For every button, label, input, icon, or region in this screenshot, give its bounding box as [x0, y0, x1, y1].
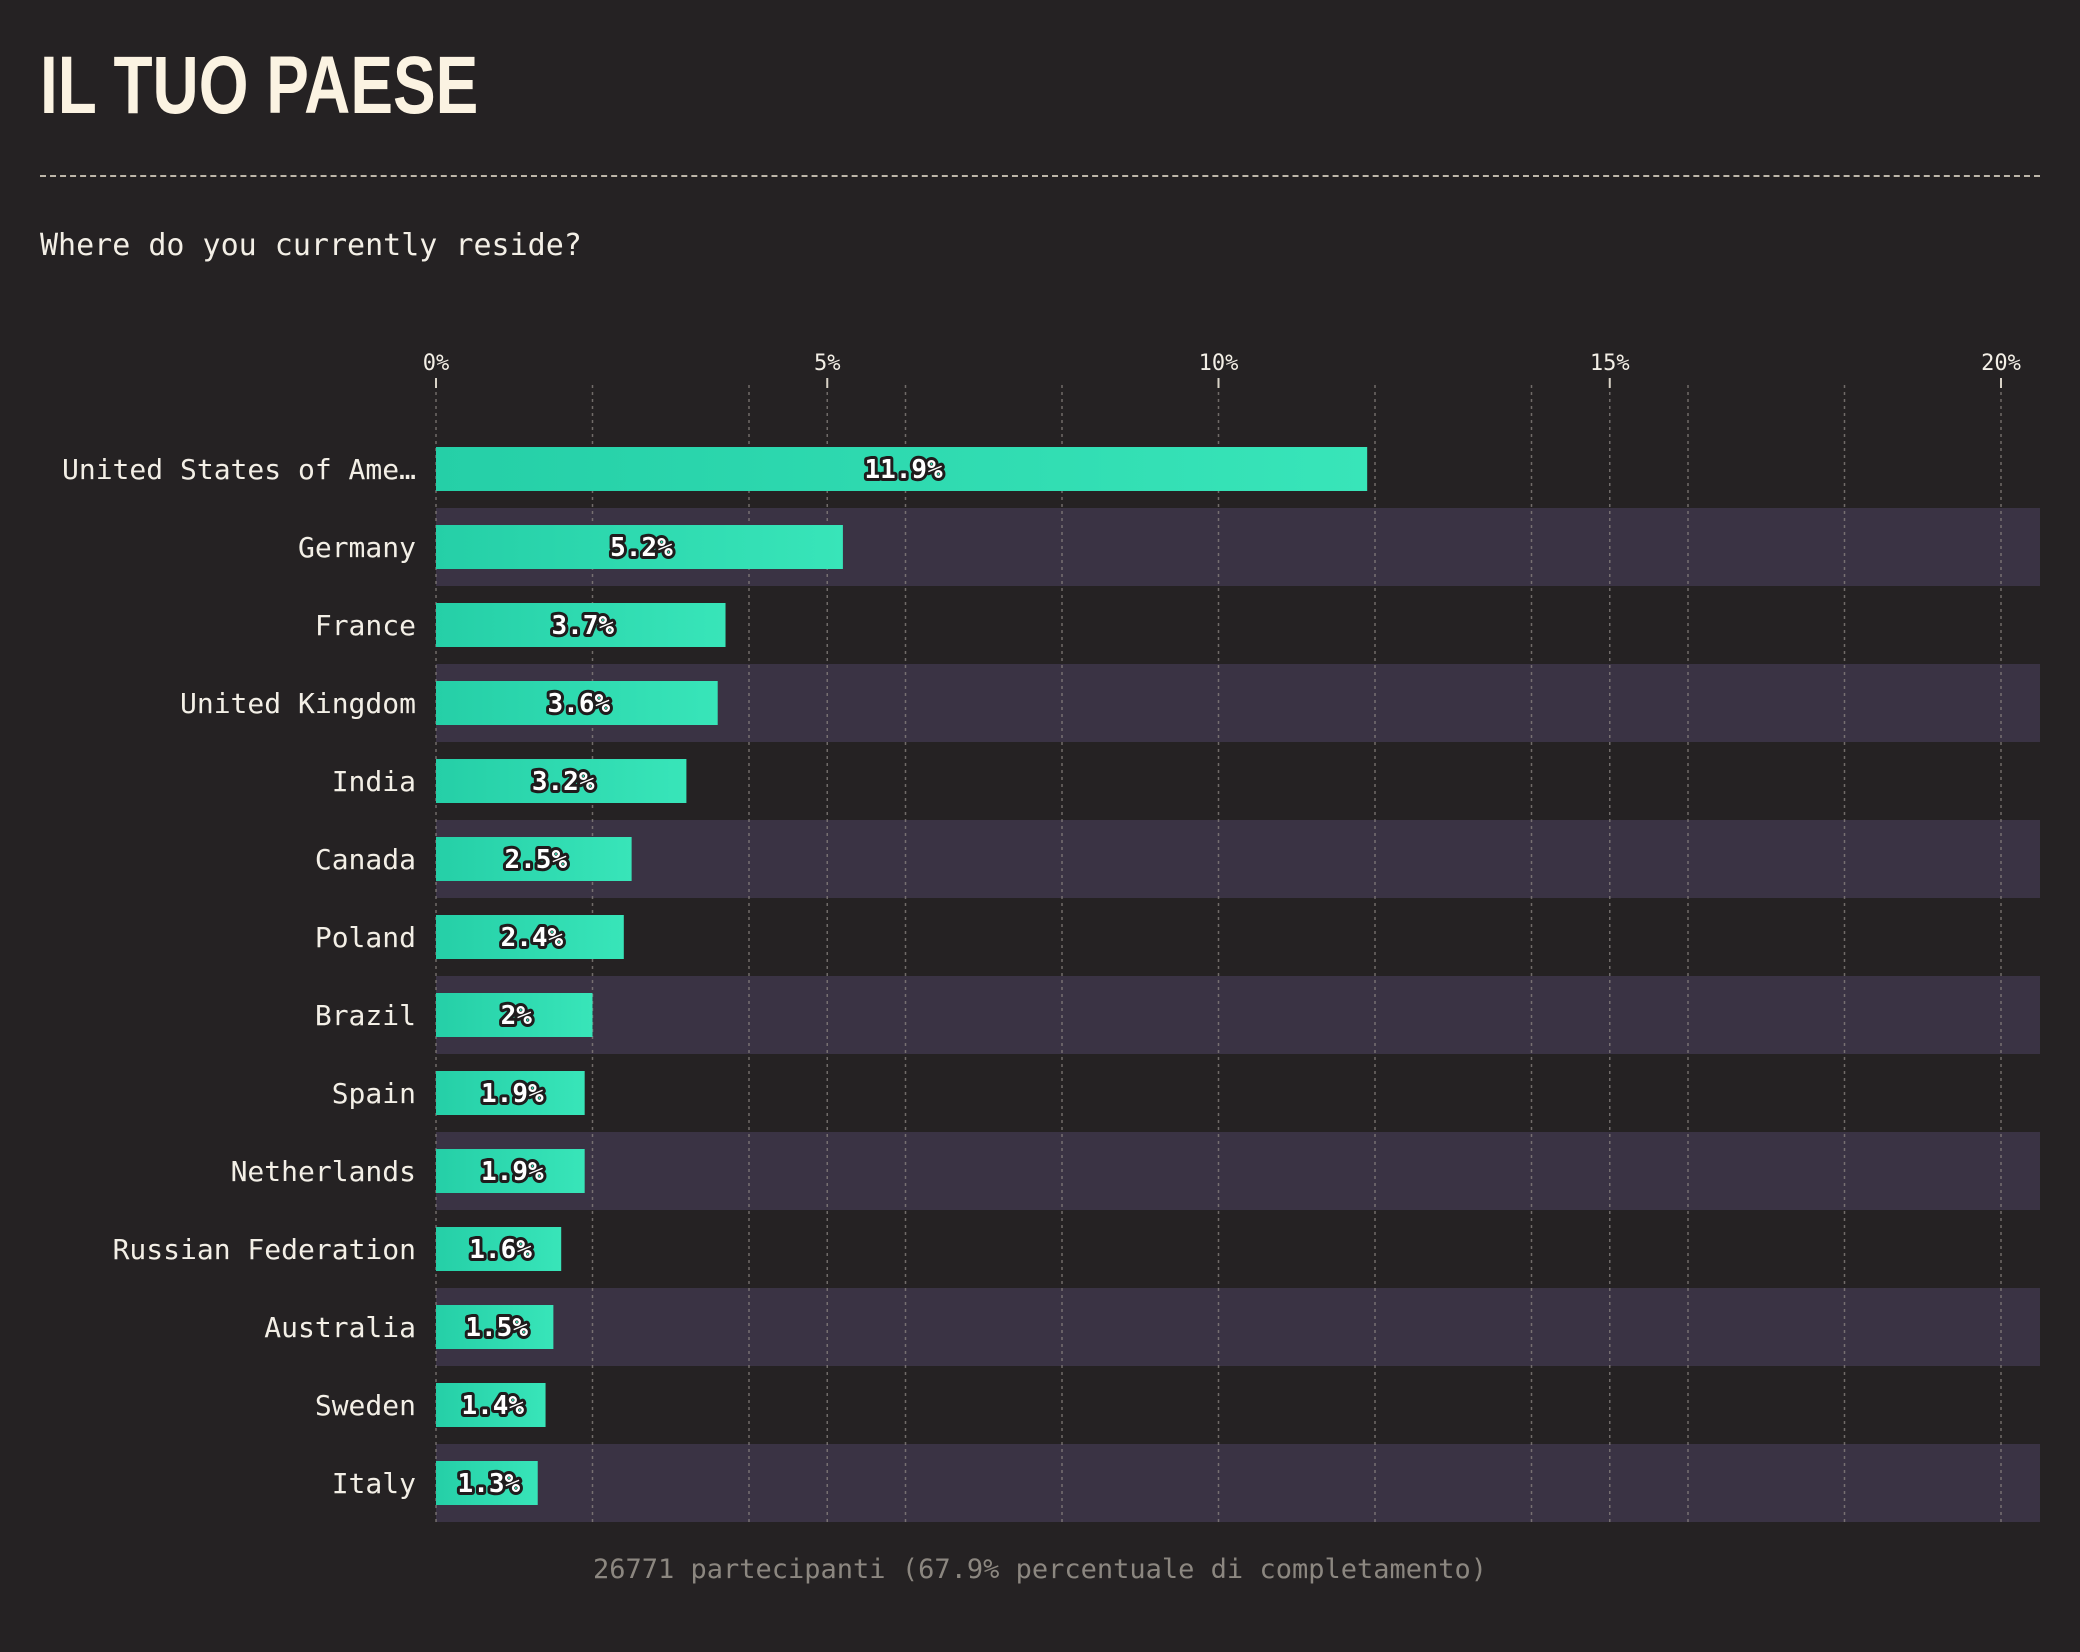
category-label: Sweden	[315, 1389, 416, 1422]
value-label: 5.2%	[610, 533, 673, 563]
x-tick-label: 20%	[1981, 351, 2021, 376]
row-bands	[436, 508, 2040, 1522]
gridlines	[435, 385, 2002, 1522]
x-tick-label: 10%	[1199, 351, 1239, 376]
row-band	[436, 976, 2040, 1054]
value-label: 2.4%	[501, 923, 564, 953]
value-label: 1.4%	[461, 1391, 524, 1421]
category-label: Canada	[315, 843, 416, 876]
value-label: 3.6%	[548, 689, 611, 719]
bar	[436, 603, 726, 647]
category-label: Netherlands	[231, 1155, 416, 1188]
row-band	[436, 1288, 2040, 1366]
category-label: Australia	[264, 1311, 416, 1344]
x-tick-label: 0%	[423, 351, 450, 376]
bar-chart: 0% 5% 10% 15% 20% United States of Ame… Germa…	[62, 351, 2040, 1522]
category-labels: United States of Ame… Germany France United…	[62, 453, 416, 1500]
bar	[436, 1227, 562, 1271]
category-label: Spain	[332, 1077, 416, 1110]
value-label: 2%	[501, 1001, 533, 1031]
row-band	[436, 820, 2040, 898]
bar	[436, 1305, 554, 1349]
category-label: Italy	[332, 1467, 416, 1500]
page-title: IL TUO PAESE	[40, 40, 479, 131]
category-label: Poland	[315, 921, 416, 954]
value-label: 3.2%	[532, 767, 595, 797]
row-band	[436, 1132, 2040, 1210]
value-label: 1.9%	[481, 1157, 544, 1187]
bar	[436, 1461, 538, 1505]
row-band	[436, 1444, 2040, 1522]
question-text: Where do you currently reside?	[40, 228, 582, 263]
bar	[436, 681, 718, 725]
x-axis-ticks: 0% 5% 10% 15% 20%	[423, 351, 2021, 388]
value-label: 1.9%	[481, 1079, 544, 1109]
bar	[436, 1149, 585, 1193]
value-label: 11.9%	[864, 455, 943, 485]
value-label: 2.5%	[505, 845, 568, 875]
value-label: 3.7%	[551, 611, 614, 641]
category-label: Russian Federation	[113, 1233, 416, 1266]
participants-note: 26771 partecipanti (67.9% percentuale di…	[592, 1554, 1488, 1585]
bars	[436, 447, 1368, 1505]
bar	[436, 525, 843, 569]
title-divider	[40, 175, 2040, 177]
value-label: 1.3%	[458, 1469, 521, 1499]
category-label: United States of Ame…	[62, 453, 416, 486]
value-label: 1.6%	[469, 1235, 532, 1265]
category-label: India	[332, 765, 416, 798]
bar	[436, 1071, 585, 1115]
bar	[436, 759, 687, 803]
category-label: United Kingdom	[180, 687, 416, 720]
x-tick-label: 5%	[814, 351, 841, 376]
x-tick-label: 15%	[1590, 351, 1630, 376]
bar	[436, 993, 593, 1037]
bar	[436, 447, 1368, 491]
category-label: France	[315, 609, 416, 642]
bar	[436, 1383, 546, 1427]
bar	[436, 915, 624, 959]
bar	[436, 837, 632, 881]
value-labels: 11.9% 5.2% 3.7% 3.6% 3.2% 2.5% 2.4% 2% 1.9% 1.9% 1…	[455, 452, 947, 1502]
category-label: Brazil	[315, 999, 416, 1032]
category-label: Germany	[298, 531, 416, 564]
value-label: 1.5%	[465, 1313, 528, 1343]
